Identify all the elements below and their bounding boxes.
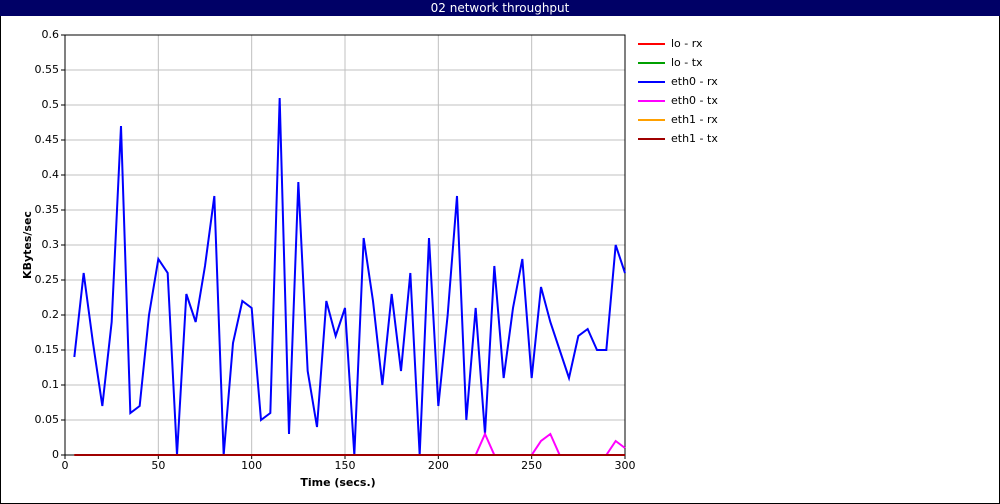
legend-label: lo - rx [671, 37, 703, 50]
legend-label: lo - tx [671, 56, 703, 69]
legend-label: eth0 - rx [671, 75, 718, 88]
y-axis-label: KBytes/sec [21, 211, 34, 279]
x-tick-label: 50 [151, 459, 165, 472]
legend-label: eth0 - tx [671, 94, 718, 107]
y-tick-label: 0.5 [42, 98, 60, 111]
y-tick-label: 0.1 [42, 378, 60, 391]
y-tick-label: 0.35 [35, 203, 60, 216]
x-tick-label: 200 [428, 459, 449, 472]
y-tick-label: 0.15 [35, 343, 60, 356]
x-tick-label: 300 [615, 459, 636, 472]
y-tick-label: 0 [52, 448, 59, 461]
y-tick-label: 0.25 [35, 273, 60, 286]
x-tick-label: 250 [521, 459, 542, 472]
y-tick-label: 0.3 [42, 238, 60, 251]
series-line [73, 97, 626, 456]
chart-title: 02 network throughput [431, 1, 570, 15]
y-tick-label: 0.45 [35, 133, 60, 146]
x-tick-label: 150 [335, 459, 356, 472]
y-tick-label: 0.4 [42, 168, 60, 181]
y-tick-label: 0.05 [35, 413, 60, 426]
x-tick-label: 100 [241, 459, 262, 472]
x-tick-label: 0 [62, 459, 69, 472]
legend-label: eth1 - rx [671, 113, 718, 126]
y-tick-label: 0.2 [42, 308, 60, 321]
legend-label: eth1 - tx [671, 132, 718, 145]
title-bar [0, 0, 1000, 16]
y-tick-label: 0.55 [35, 63, 60, 76]
y-tick-label: 0.6 [42, 28, 60, 41]
x-axis-label: Time (secs.) [300, 476, 375, 489]
